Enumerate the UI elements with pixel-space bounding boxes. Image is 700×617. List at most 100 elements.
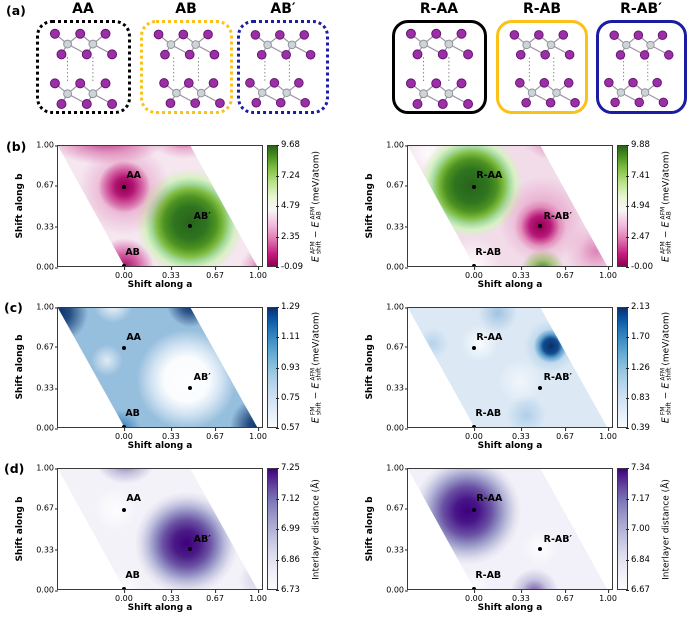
marker-label-aa: AA [126, 170, 142, 181]
x-ticks-d-left: 0.00 0.33 0.67 1.00 [115, 590, 267, 603]
crystal-structure-r-ab [509, 29, 580, 108]
colorbar-ticks-c-left: 1.29 1.11 0.93 0.75 0.57 [276, 302, 300, 433]
heatmap-field-b-left [58, 146, 258, 266]
structure-box-r-ab [496, 20, 588, 114]
marker-dot-r-ab [472, 587, 477, 589]
heatmap-field-d-left [58, 469, 258, 589]
x-axis-label-b-right: Shift along a [477, 280, 543, 290]
y-ticks-b-left: 1.00 0.67 0.33 0.00 [26, 141, 58, 272]
structure-label-ab: AB [175, 1, 197, 17]
structure-box-r-aa [392, 20, 487, 114]
x-axis-label-c-right: Shift along a [477, 441, 543, 451]
marker-label-ab: AB [125, 246, 140, 258]
heatmap-d-right: R-AA R-AB′ R-AB [407, 468, 613, 590]
marker-label-aa: AA [126, 331, 142, 343]
x-ticks-c-left: 0.00 0.33 0.67 1.00 [115, 428, 267, 441]
crystal-structure-abp [245, 29, 316, 108]
colorbar-label-b-left: E AFM shift − E AFM AB (meV/atom) [309, 150, 322, 263]
y-axis-label-c-right: Shift along b [365, 334, 375, 400]
structure-box-r-abp [596, 20, 687, 114]
crystal-structure-ab [153, 29, 225, 109]
colorbar-label-c-left: E FM shift − E AFM shift (meV/atom) [309, 311, 322, 424]
marker-label-r-aa: R-AA [476, 170, 503, 181]
marker-label-r-ab: R-AB [475, 246, 502, 258]
marker-dot-aa [122, 346, 127, 351]
panel-letter-d: (d) [4, 461, 25, 476]
colorbar-ticks-d-right: 7.34 7.17 7.00 6.84 6.67 [626, 463, 650, 595]
marker-label-r-aa: R-AA [476, 493, 503, 504]
marker-label-abp: AB′ [193, 533, 211, 545]
y-axis-label-d-right: Shift along b [365, 496, 375, 562]
y-axis-label-d-left: Shift along b [15, 496, 25, 562]
structure-box-ab [140, 20, 233, 114]
structure-box-aa [36, 20, 131, 114]
marker-label-aa: AA [126, 493, 142, 504]
marker-label-r-abp: R-AB′ [543, 210, 573, 222]
marker-dot-r-abp [538, 385, 543, 390]
crystal-structure-aa [49, 28, 118, 110]
marker-dot-r-ab [472, 425, 477, 427]
x-axis-label-c-left: Shift along a [127, 441, 193, 451]
panel-letter-a: (a) [6, 3, 26, 18]
marker-dot-abp [188, 224, 193, 229]
marker-label-r-ab: R-AB [475, 407, 502, 419]
crystal-structure-r-abp [603, 30, 674, 108]
marker-label-r-aa: R-AA [476, 331, 503, 343]
colorbar-ticks-d-left: 7.25 7.12 6.99 6.86 6.73 [276, 463, 300, 595]
colorbar-ticks-b-right: 9.88 7.41 4.94 2.47 -0.00 [626, 140, 653, 272]
y-ticks-d-left: 1.00 0.67 0.33 0.00 [26, 464, 58, 595]
marker-dot-ab [122, 425, 127, 427]
marker-label-r-abp: R-AB′ [543, 372, 573, 384]
structure-label-r-ab: R-AB [522, 1, 562, 17]
crystal-structure-r-aa [405, 28, 474, 110]
heatmap-field-b-right [408, 146, 608, 266]
marker-dot-aa [122, 507, 127, 512]
y-ticks-d-right: 1.00 0.67 0.33 0.00 [376, 464, 408, 595]
heatmap-b-left: AA AB′ AB [57, 145, 263, 267]
marker-label-r-ab: R-AB [475, 569, 502, 581]
x-ticks-d-right: 0.00 0.33 0.67 1.00 [465, 590, 617, 603]
heatmap-b-right: R-AA R-AB′ R-AB [407, 145, 613, 267]
heatmap-c-right: R-AA R-AB′ R-AB [407, 307, 613, 428]
marker-label-r-abp: R-AB′ [543, 533, 573, 545]
marker-dot-aa [122, 184, 127, 189]
heatmap-field-d-right [408, 469, 608, 589]
marker-label-ab: AB [125, 569, 140, 581]
x-ticks-c-right: 0.00 0.33 0.67 1.00 [465, 428, 617, 441]
x-axis-label-d-left: Shift along a [127, 603, 193, 613]
structure-label-r-abp: R-AB′ [620, 1, 662, 17]
marker-dot-r-ab [472, 264, 477, 266]
colorbar-label-d-left: Interlayer distance (Å) [311, 479, 321, 580]
colorbar-ticks-b-left: 9.68 7.24 4.79 2.35 -0.09 [276, 140, 303, 272]
x-axis-label-b-left: Shift along a [127, 280, 193, 290]
x-ticks-b-left: 0.00 0.33 0.67 1.00 [115, 267, 267, 280]
y-axis-label-c-left: Shift along b [15, 334, 25, 400]
structure-label-abp: AB′ [270, 1, 296, 17]
y-ticks-c-right: 1.00 0.67 0.33 0.00 [376, 303, 408, 433]
structure-box-abp [237, 20, 329, 114]
heatmap-d-left: AA AB′ AB [57, 468, 263, 590]
marker-label-abp: AB′ [193, 210, 211, 222]
heatmap-c-left: AA AB′ AB [57, 307, 263, 428]
colorbar-label-b-right: E AFM shift − E AFM AB (meV/atom) [659, 150, 672, 263]
colorbar-ticks-c-right: 2.13 1.70 1.26 0.83 0.39 [626, 302, 650, 433]
marker-dot-r-aa [472, 507, 477, 512]
y-axis-label-b-left: Shift along b [15, 173, 25, 239]
marker-dot-r-abp [538, 547, 543, 552]
marker-dot-abp [188, 385, 193, 390]
marker-dot-ab [122, 264, 127, 266]
panel-letter-b: (b) [6, 139, 27, 154]
marker-dot-r-aa [472, 346, 477, 351]
marker-dot-r-abp [538, 224, 543, 229]
y-ticks-b-right: 1.00 0.67 0.33 0.00 [376, 141, 408, 272]
marker-dot-r-aa [472, 184, 477, 189]
marker-dot-abp [188, 547, 193, 552]
marker-dot-ab [122, 587, 127, 589]
structure-label-aa: AA [72, 1, 94, 17]
colorbar-label-c-right: E FM shift − E AFM shift (meV/atom) [659, 311, 672, 424]
marker-label-abp: AB′ [193, 372, 211, 384]
heatmap-field-c-right [408, 308, 608, 427]
heatmap-field-c-left [58, 308, 258, 427]
y-ticks-c-left: 1.00 0.67 0.33 0.00 [26, 303, 58, 433]
